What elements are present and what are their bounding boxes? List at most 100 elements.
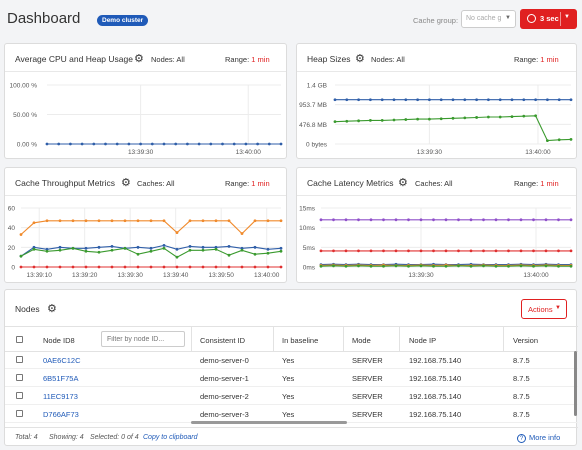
node-id-filter-input[interactable] — [101, 331, 185, 347]
data-point — [457, 249, 460, 253]
copy-to-clipboard-link[interactable]: Copy to clipboard — [143, 434, 198, 441]
y-tick-label: 10ms — [299, 225, 316, 232]
data-point — [522, 114, 526, 118]
data-point — [149, 246, 153, 250]
row-checkbox[interactable] — [16, 392, 23, 399]
data-point — [439, 117, 443, 121]
column-header-version[interactable]: Version — [513, 336, 539, 345]
table-row[interactable]: 11EC9173 demo-server-2 Yes SERVER 192.16… — [5, 387, 578, 405]
cpu-heap-chart: 100.00 % 50.00 % 0.00 % 13:39:30 13:40:00 — [10, 83, 283, 156]
select-all-checkbox[interactable] — [16, 336, 23, 343]
actions-button[interactable]: Actions ▼ — [521, 299, 567, 319]
help-icon: ? — [517, 434, 526, 443]
data-point — [469, 264, 473, 268]
chart-range[interactable]: Range: 1 min — [514, 179, 559, 188]
horizontal-scrollbar[interactable] — [191, 421, 347, 424]
data-point — [279, 219, 283, 223]
data-point — [69, 142, 72, 146]
chart-nodes-filter[interactable]: Nodes: All — [371, 55, 405, 64]
node-id8-link[interactable]: D766AF73 — [43, 410, 79, 419]
refresh-rate-button[interactable]: 3 sec ▼ — [520, 9, 577, 29]
more-info-link[interactable]: ? More info — [517, 433, 560, 443]
data-point — [32, 247, 36, 251]
column-header-consistent-id[interactable]: Consistent ID — [200, 336, 246, 345]
data-point — [369, 218, 373, 222]
data-point — [175, 255, 179, 259]
data-point — [227, 219, 231, 223]
data-point — [162, 246, 166, 250]
data-point — [369, 119, 372, 122]
data-point — [487, 115, 490, 119]
data-point — [357, 218, 360, 222]
column-divider — [399, 327, 400, 352]
y-tick-label: 15ms — [299, 206, 316, 213]
x-tick-label: 13:39:20 — [72, 272, 98, 279]
data-point — [266, 251, 270, 255]
consistent-id-cell: demo-server-3 — [200, 410, 249, 419]
x-tick-label: 13:40:00 — [525, 149, 551, 156]
data-point — [519, 218, 523, 222]
data-point — [110, 248, 114, 252]
mode-cell: SERVER — [352, 410, 383, 419]
data-point — [110, 219, 114, 223]
table-header: Node ID8 Consistent ID In baseline Mode … — [5, 326, 578, 352]
column-header-mode[interactable]: Mode — [352, 336, 371, 345]
x-tick-label: 13:39:10 — [27, 272, 53, 279]
table-row[interactable]: 6B51F75A demo-server-1 Yes SERVER 192.16… — [5, 369, 578, 387]
clock-icon — [527, 14, 536, 23]
x-tick-label: 13:39:30 — [128, 149, 154, 156]
cache-group-select[interactable]: No cache g ▼ — [461, 10, 516, 28]
data-point — [319, 218, 323, 222]
data-point — [569, 137, 573, 141]
range-label: Range: — [514, 55, 539, 64]
row-checkbox[interactable] — [16, 356, 23, 363]
data-point — [428, 98, 431, 102]
more-info-label: More info — [529, 433, 561, 442]
row-checkbox[interactable] — [16, 374, 23, 381]
table-row[interactable]: 0AE6C12C demo-server-0 Yes SERVER 192.16… — [5, 351, 578, 369]
y-tick-label: 0ms — [303, 265, 316, 272]
column-header-in-baseline[interactable]: In baseline — [282, 336, 319, 345]
data-point — [253, 219, 257, 223]
gear-icon[interactable]: ⚙ — [121, 177, 131, 189]
column-divider — [191, 327, 192, 352]
row-checkbox[interactable] — [16, 410, 23, 417]
node-id8-link[interactable]: 6B51F75A — [43, 374, 79, 383]
chart-caches-filter[interactable]: Caches: All — [137, 179, 175, 188]
chevron-down-icon[interactable]: ▼ — [564, 14, 570, 20]
data-point — [279, 249, 283, 253]
node-id8-link[interactable]: 0AE6C12C — [43, 356, 81, 365]
data-point — [510, 115, 514, 119]
data-point — [110, 244, 114, 248]
data-point — [84, 249, 88, 253]
chart-nodes-filter[interactable]: Nodes: All — [151, 55, 185, 64]
data-point — [240, 246, 244, 250]
heap-sizes-chart-card: Heap Sizes ⚙ Nodes: All Range: 1 min 1.4… — [296, 43, 577, 159]
chart-range[interactable]: Range: 1 min — [225, 179, 270, 188]
y-tick-label: 20 — [8, 245, 16, 252]
gear-icon[interactable]: ⚙ — [47, 303, 57, 315]
column-header-node-id8[interactable]: Node ID8 — [43, 336, 75, 345]
data-point — [369, 98, 372, 102]
chart-caches-filter[interactable]: Caches: All — [415, 179, 453, 188]
node-id8-link[interactable]: 11EC9173 — [43, 392, 78, 401]
column-header-node-ip[interactable]: Node IP — [409, 336, 437, 345]
data-point — [439, 98, 443, 102]
data-point — [557, 249, 560, 253]
gear-icon[interactable]: ⚙ — [398, 177, 408, 189]
cache-latency-chart: 15ms 10ms 5ms 0ms 13:39:30 13:40:00 — [299, 206, 573, 279]
chart-range[interactable]: Range: 1 min — [514, 55, 559, 64]
data-point — [394, 218, 398, 222]
data-point — [58, 248, 62, 252]
chart-range[interactable]: Range: 1 min — [225, 55, 270, 64]
y-tick-label: 0 — [11, 265, 15, 272]
cluster-badge[interactable]: Demo cluster — [97, 15, 149, 26]
data-point — [45, 247, 49, 251]
vertical-scrollbar[interactable] — [574, 351, 577, 416]
data-point — [227, 244, 231, 248]
data-point — [345, 119, 349, 123]
gear-icon[interactable]: ⚙ — [355, 53, 365, 65]
gear-icon[interactable]: ⚙ — [134, 53, 144, 65]
data-point — [19, 265, 23, 269]
y-tick-label: 50.00 % — [13, 112, 37, 119]
